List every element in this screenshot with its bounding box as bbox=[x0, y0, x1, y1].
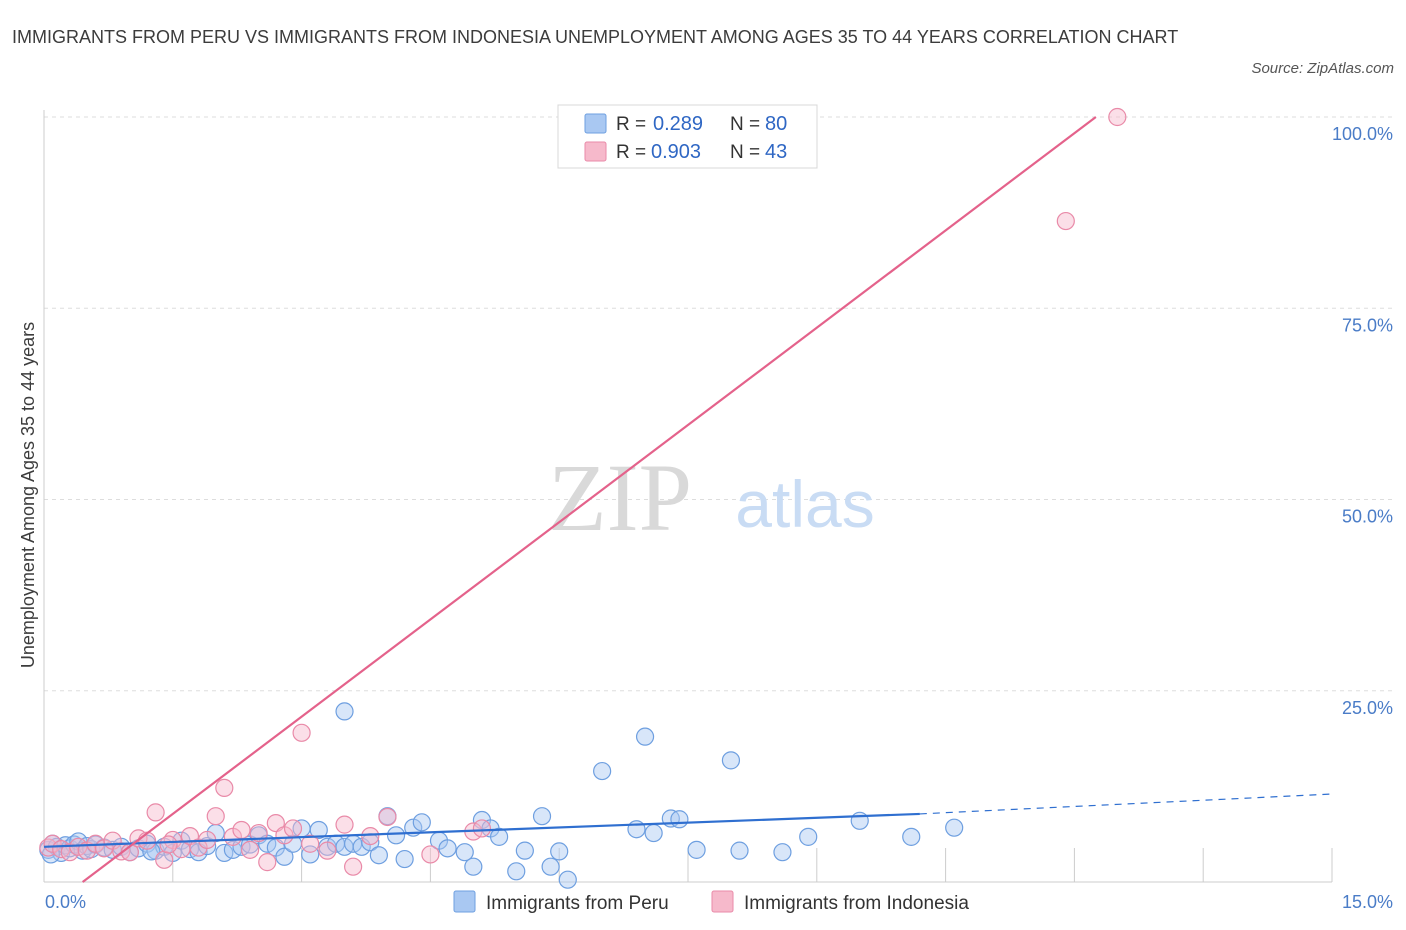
y-axis-title: Unemployment Among Ages 35 to 44 years bbox=[18, 322, 38, 668]
peru-point bbox=[369, 846, 388, 865]
peru-point bbox=[309, 820, 328, 840]
peru-point bbox=[558, 870, 577, 889]
bottom-legend-indonesia-swatch bbox=[711, 890, 734, 913]
indonesia-points bbox=[39, 107, 1127, 876]
indonesia-point bbox=[283, 819, 303, 838]
peru-point bbox=[773, 843, 792, 862]
peru-point bbox=[799, 827, 818, 846]
indonesia-point bbox=[146, 803, 165, 822]
peru-points bbox=[39, 702, 964, 889]
legend-indonesia-n-label: N = bbox=[730, 142, 760, 163]
peru-point bbox=[550, 842, 569, 861]
indonesia-point bbox=[472, 819, 492, 838]
legend-indonesia-swatch bbox=[584, 141, 607, 162]
legend-indonesia-n-value: 43 bbox=[765, 141, 787, 163]
peru-point bbox=[644, 823, 663, 843]
grid-lines bbox=[44, 116, 1395, 692]
legend-peru-n-label: N = bbox=[730, 114, 760, 135]
x-axis-ticks bbox=[43, 848, 1333, 882]
indonesia-point bbox=[378, 807, 397, 827]
peru-point bbox=[438, 839, 457, 858]
legend-indonesia-r-label: R = bbox=[616, 142, 646, 163]
indonesia-point bbox=[43, 834, 62, 853]
peru-point bbox=[489, 827, 509, 846]
peru-point bbox=[335, 702, 354, 721]
peru-point bbox=[515, 841, 534, 860]
peru-trend-extension bbox=[919, 793, 1333, 815]
peru-point bbox=[687, 840, 706, 859]
x-tick-label-max: 15.0% bbox=[1342, 892, 1393, 912]
chart-title: IMMIGRANTS FROM PERU VS IMMIGRANTS FROM … bbox=[12, 27, 1179, 47]
x-tick-label-min: 0.0% bbox=[45, 892, 86, 912]
indonesia-point bbox=[249, 823, 268, 843]
peru-point bbox=[507, 862, 526, 881]
indonesia-point bbox=[335, 815, 354, 834]
indonesia-point bbox=[215, 778, 234, 798]
peru-point bbox=[730, 841, 749, 860]
y-tick-labels: 25.0% 50.0% 75.0% 100.0% bbox=[1332, 124, 1393, 718]
legend-peru-r-value: 0.289 bbox=[653, 113, 703, 135]
indonesia-point bbox=[421, 845, 440, 864]
bottom-legend-peru-label: Immigrants from Peru bbox=[486, 893, 669, 914]
indonesia-point bbox=[1056, 211, 1075, 231]
indonesia-point bbox=[292, 723, 311, 742]
indonesia-point bbox=[1108, 107, 1127, 127]
bottom-legend: Immigrants from Peru Immigrants from Ind… bbox=[453, 890, 969, 914]
peru-point bbox=[721, 751, 741, 770]
peru-point bbox=[670, 810, 689, 829]
y-tick-label: 100.0% bbox=[1332, 124, 1393, 144]
peru-trend-line bbox=[43, 812, 920, 848]
peru-point bbox=[593, 761, 612, 781]
peru-point bbox=[541, 857, 560, 876]
y-tick-label: 50.0% bbox=[1342, 507, 1393, 527]
trend-lines bbox=[43, 116, 1333, 883]
indonesia-point bbox=[240, 840, 260, 859]
peru-point bbox=[412, 813, 431, 832]
peru-point bbox=[635, 727, 655, 746]
peru-point bbox=[902, 827, 921, 846]
peru-point bbox=[395, 849, 414, 869]
legend-peru-r-label: R = bbox=[616, 114, 646, 135]
bottom-legend-peru-swatch bbox=[453, 890, 476, 913]
peru-point bbox=[464, 857, 483, 876]
y-tick-label: 25.0% bbox=[1342, 698, 1393, 718]
y-tick-label: 75.0% bbox=[1342, 315, 1393, 335]
bottom-legend-indonesia-label: Immigrants from Indonesia bbox=[744, 893, 969, 914]
source-label: Source: ZipAtlas.com bbox=[1251, 60, 1394, 77]
legend-peru-swatch bbox=[584, 113, 607, 134]
watermark-atlas: atlas bbox=[735, 467, 874, 541]
indonesia-point bbox=[361, 826, 380, 846]
peru-point bbox=[301, 845, 320, 864]
peru-point bbox=[275, 847, 294, 866]
peru-point bbox=[532, 807, 552, 826]
indonesia-trend-line bbox=[81, 116, 1097, 883]
indonesia-point bbox=[301, 834, 320, 853]
peru-point bbox=[386, 826, 406, 845]
legend-peru-n-value: 80 bbox=[765, 113, 787, 135]
indonesia-point bbox=[232, 820, 251, 840]
indonesia-point bbox=[155, 850, 174, 869]
legend-box: R = 0.289 N = 80 R = 0.903 N = 43 bbox=[557, 104, 818, 169]
indonesia-point bbox=[159, 835, 178, 854]
peru-point bbox=[455, 843, 474, 862]
legend-indonesia-r-value: 0.903 bbox=[651, 141, 701, 163]
watermark-zip: ZIP bbox=[548, 444, 692, 551]
indonesia-point bbox=[258, 853, 277, 872]
peru-point bbox=[945, 818, 964, 837]
indonesia-point bbox=[206, 807, 225, 826]
indonesia-point bbox=[344, 857, 363, 876]
indonesia-point bbox=[318, 841, 337, 860]
